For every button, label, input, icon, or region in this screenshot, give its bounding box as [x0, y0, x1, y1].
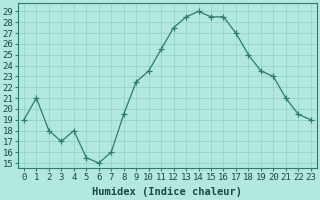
X-axis label: Humidex (Indice chaleur): Humidex (Indice chaleur) — [92, 187, 242, 197]
